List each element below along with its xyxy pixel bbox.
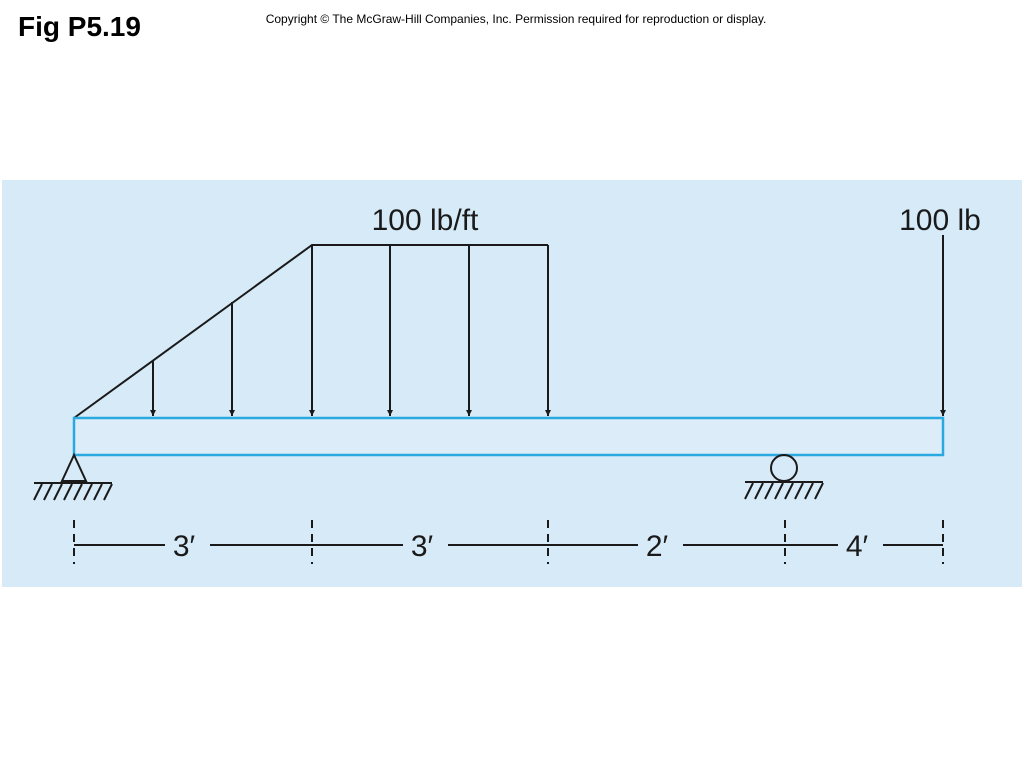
dimension-label: 3′	[411, 530, 434, 563]
slide-title: Fig P5.19	[18, 11, 141, 42]
dimension-lines	[73, 520, 944, 564]
dimension-label: 4′	[846, 530, 869, 563]
pin-support	[33, 452, 113, 501]
copyright: Copyright © The McGraw-Hill Companies, I…	[266, 12, 767, 26]
dimension-label: 3′	[173, 530, 196, 563]
dimension-label: 2′	[646, 530, 669, 563]
point-load-label: 100 lb	[899, 204, 981, 237]
roller-support	[744, 454, 824, 500]
figure-panel	[2, 180, 1022, 587]
distributed-load-label: 100 lb/ft	[372, 204, 479, 237]
distributed-load	[73, 244, 551, 419]
beam	[72, 416, 945, 457]
